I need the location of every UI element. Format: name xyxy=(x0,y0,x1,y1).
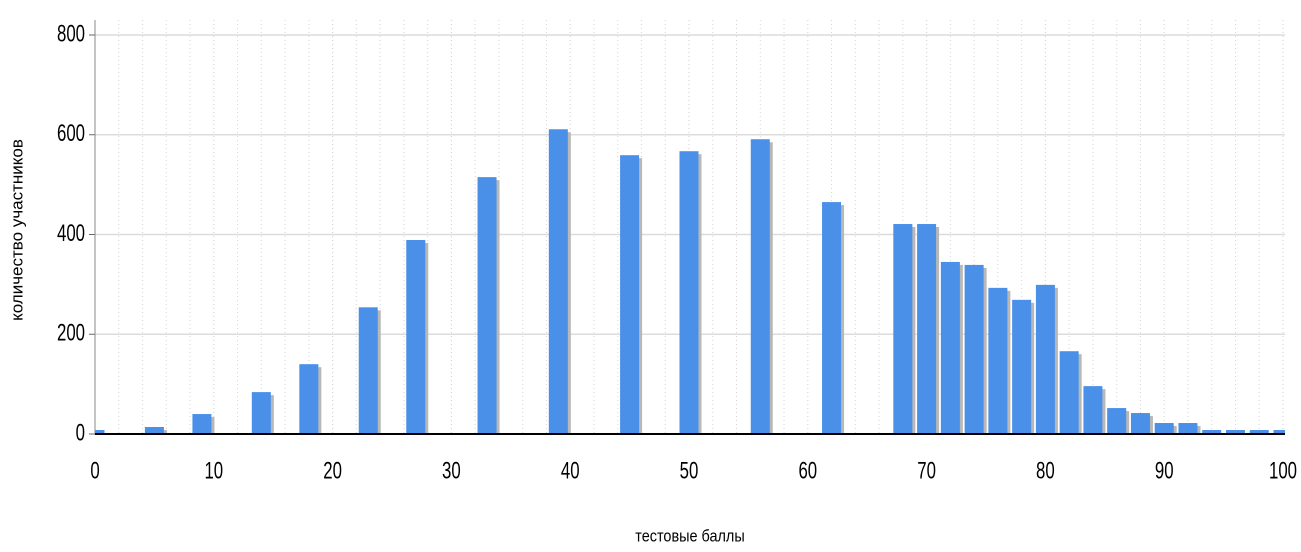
bar xyxy=(679,151,699,434)
y-tick-label: 0 xyxy=(76,419,85,446)
bar xyxy=(1154,423,1174,434)
x-axis-label: тестовые баллы xyxy=(635,527,744,545)
bar xyxy=(822,202,842,434)
bar xyxy=(917,224,937,434)
bar xyxy=(1130,413,1150,434)
bar xyxy=(192,414,212,434)
bar xyxy=(1059,351,1079,434)
bar xyxy=(406,239,426,434)
x-tick-label: 80 xyxy=(1036,457,1055,484)
bar xyxy=(358,307,378,434)
x-tick-label: 0 xyxy=(90,457,99,484)
bar xyxy=(1225,430,1245,434)
x-tick-label: 30 xyxy=(442,457,461,484)
bar xyxy=(1083,386,1103,434)
bar xyxy=(1035,284,1055,434)
bar xyxy=(620,155,640,434)
x-tick-label: 90 xyxy=(1155,457,1174,484)
x-tick-label: 20 xyxy=(323,457,342,484)
y-tick-label: 400 xyxy=(57,220,85,247)
x-tick-label: 50 xyxy=(680,457,699,484)
x-tick-label: 70 xyxy=(917,457,936,484)
bar xyxy=(1202,430,1222,434)
bar xyxy=(893,224,913,434)
bar xyxy=(299,364,319,434)
bar xyxy=(251,392,271,434)
bar xyxy=(1249,430,1269,434)
bar xyxy=(1273,430,1285,434)
bar xyxy=(988,287,1008,434)
x-tick-label: 10 xyxy=(204,457,223,484)
x-tick-label: 40 xyxy=(561,457,580,484)
bar xyxy=(940,261,960,434)
x-tick-label: 60 xyxy=(798,457,817,484)
bars xyxy=(95,129,1285,434)
x-tick-label: 100 xyxy=(1269,457,1297,484)
bar xyxy=(548,129,568,434)
bar xyxy=(964,264,984,434)
y-tick-label: 800 xyxy=(57,20,85,47)
y-axis-label: количество участников xyxy=(7,139,26,321)
axes: 0 10 20 30 40 50 60 70 80 90 100 0 200 400 600 800 xyxy=(57,20,1297,484)
bar xyxy=(95,430,105,434)
bar xyxy=(1107,408,1127,434)
y-tick-label: 600 xyxy=(57,120,85,147)
bar xyxy=(750,139,770,434)
bar xyxy=(144,427,164,434)
bar xyxy=(1178,423,1198,434)
y-tick-label: 200 xyxy=(57,320,85,347)
bar xyxy=(477,177,497,434)
bar xyxy=(1012,299,1032,434)
